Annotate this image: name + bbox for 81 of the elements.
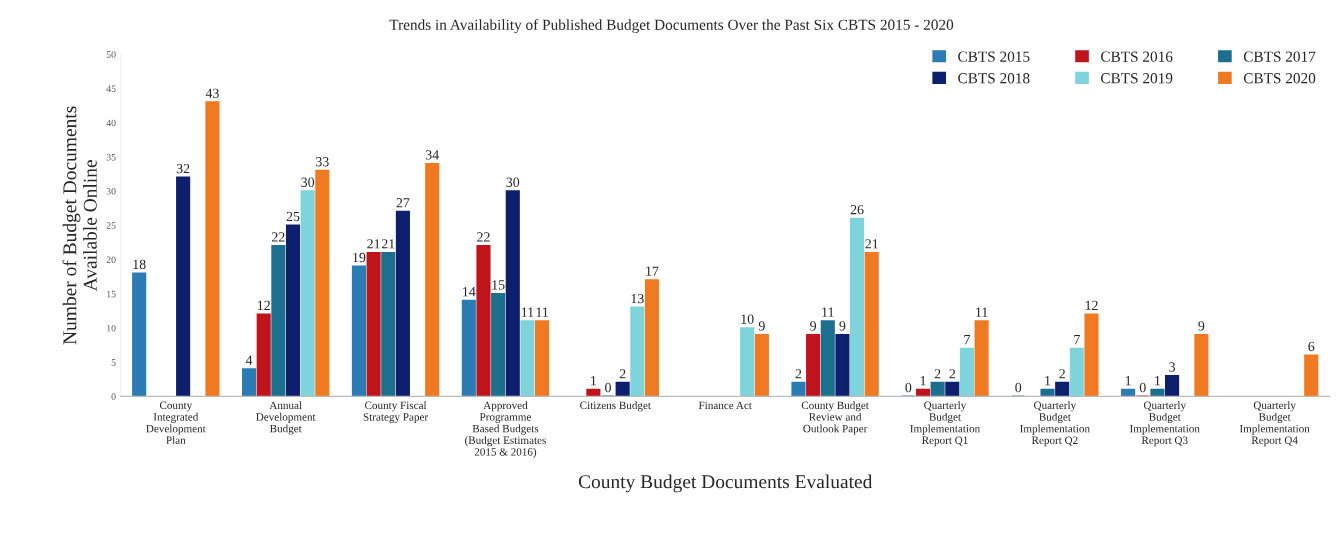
data-label: 1 xyxy=(1155,376,1161,386)
data-label: 1 xyxy=(591,376,596,386)
chart-title: Trends in Availability of Published Budget Documents Over the Past Six CBTS 2015 - 2020 xyxy=(389,19,954,34)
x-tick-label: Quarterly Budget Implementation Report Q2 xyxy=(1020,401,1090,447)
data-label: 4 xyxy=(245,355,253,365)
x-tick-label: Annual Development Budget xyxy=(256,401,316,435)
data-label: 21 xyxy=(865,239,878,249)
data-label: 33 xyxy=(316,157,329,167)
x-tick-label: Approved Programme Based Budgets (Budget Estimates 2015 & 2016) xyxy=(465,401,546,458)
x-tick-label: County Integrated Development Plan xyxy=(146,401,206,444)
data-label: 11 xyxy=(536,307,548,317)
data-label: 0 xyxy=(1139,382,1146,393)
data-label: 2 xyxy=(949,369,956,379)
data-label: 9 xyxy=(810,321,817,331)
data-label: 2 xyxy=(795,369,802,379)
data-label: 9 xyxy=(758,321,765,331)
data-label: 21 xyxy=(367,239,380,249)
data-label: 11 xyxy=(521,307,534,317)
y-tick-label: 20 xyxy=(106,256,116,264)
data-label: 3 xyxy=(1169,362,1175,372)
y-axis-title: Number of Budget Documents Available Online xyxy=(62,106,97,345)
data-label: 13 xyxy=(631,293,644,304)
data-label: 2 xyxy=(619,369,626,379)
data-label: 15 xyxy=(492,280,505,290)
data-label: 7 xyxy=(964,335,971,345)
data-label: 0 xyxy=(905,382,912,393)
legend-label: CBTS 2017 xyxy=(1243,51,1316,62)
x-tick-label: County Budget Review and Outlook Paper xyxy=(801,401,869,435)
x-tick-label: Quarterly Budget Implementation Report Q3 xyxy=(1129,401,1200,447)
legend-label: CBTS 2018 xyxy=(958,73,1030,84)
data-label: 11 xyxy=(976,307,988,317)
data-label: 9 xyxy=(839,321,846,331)
data-label: 32 xyxy=(176,163,190,174)
data-label: 2 xyxy=(934,369,941,379)
y-tick-label: 30 xyxy=(106,188,116,195)
y-tick-label: 5 xyxy=(111,359,116,366)
data-label: 2 xyxy=(1059,369,1065,379)
data-label: 30 xyxy=(301,177,315,187)
data-label: 18 xyxy=(133,259,146,270)
data-label: 12 xyxy=(1085,300,1098,310)
data-label: 19 xyxy=(353,252,366,263)
legend-label: CBTS 2016 xyxy=(1101,51,1173,62)
y-tick-label: 45 xyxy=(106,85,116,92)
data-label: 22 xyxy=(272,232,285,242)
x-axis-title: County Budget Documents Evaluated xyxy=(578,474,873,493)
data-label: 43 xyxy=(205,88,219,98)
data-label: 34 xyxy=(425,150,439,160)
data-label: 14 xyxy=(463,287,476,297)
x-tick-label: Finance Act xyxy=(698,401,752,410)
y-tick-label: 25 xyxy=(106,222,116,229)
legend-label: CBTS 2015 xyxy=(958,51,1030,62)
x-tick-label: County Fiscal Strategy Paper xyxy=(363,401,429,424)
data-label: 0 xyxy=(605,382,611,393)
data-label: 22 xyxy=(477,232,490,242)
data-label: 11 xyxy=(822,307,834,317)
data-label: 6 xyxy=(1308,341,1315,352)
x-tick-label: Citizens Budget xyxy=(580,401,651,412)
y-tick-label: 50 xyxy=(106,51,116,58)
data-label: 27 xyxy=(396,198,410,208)
legend-label: CBTS 2020 xyxy=(1243,73,1316,84)
x-tick-label: Quarterly Budget Implementation Report Q1 xyxy=(910,401,980,447)
x-tick-label: Quarterly Budget Implementation Report Q4 xyxy=(1239,401,1310,447)
data-label: 1 xyxy=(1125,376,1131,386)
data-label: 26 xyxy=(850,204,864,215)
y-tick-label: 40 xyxy=(106,119,116,127)
y-tick-label: 10 xyxy=(107,324,116,332)
data-label: 0 xyxy=(1015,382,1022,393)
data-label: 12 xyxy=(257,300,270,310)
legend-label: CBTS 2019 xyxy=(1101,73,1173,84)
data-label: 9 xyxy=(1198,321,1205,331)
y-tick-label: 15 xyxy=(107,290,116,298)
data-label: 7 xyxy=(1074,335,1080,345)
data-label: 25 xyxy=(286,211,300,222)
data-label: 1 xyxy=(920,376,926,386)
data-label: 30 xyxy=(506,177,520,187)
data-label: 10 xyxy=(741,314,754,324)
y-tick-label: 35 xyxy=(106,153,116,161)
data-label: 1 xyxy=(1045,376,1051,386)
data-label: 21 xyxy=(381,239,395,249)
data-label: 17 xyxy=(646,266,659,276)
y-tick-label: 0 xyxy=(111,393,116,400)
